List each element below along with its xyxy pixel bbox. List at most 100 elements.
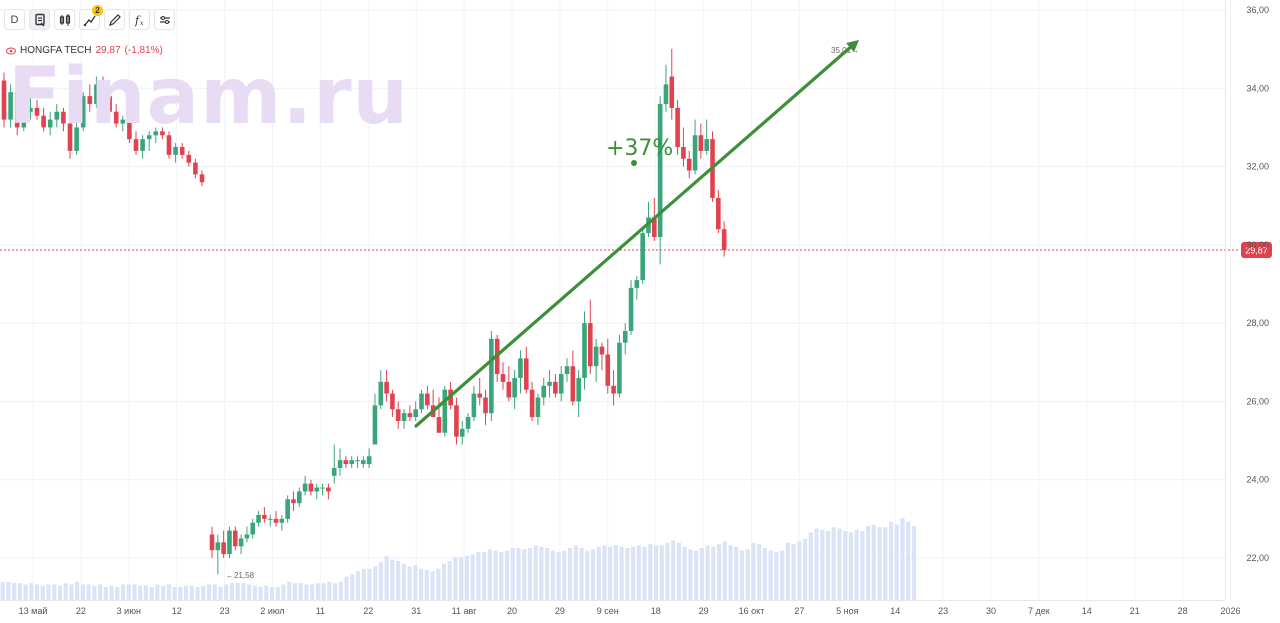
volume-bar xyxy=(6,581,11,600)
candle-body xyxy=(442,389,448,433)
volume-bar xyxy=(487,549,492,600)
volume-bar xyxy=(166,584,171,600)
candle xyxy=(628,280,634,335)
candle-body xyxy=(320,487,325,489)
x-tick-label: 11 xyxy=(316,606,325,616)
settings-button[interactable] xyxy=(154,9,175,30)
candle-body xyxy=(535,397,541,418)
volume-bar xyxy=(642,546,647,600)
candle-body xyxy=(454,405,459,437)
candle-body xyxy=(425,393,430,406)
candle-body xyxy=(588,323,593,367)
volume-bar xyxy=(539,546,544,600)
volume-bar xyxy=(585,550,590,600)
candle xyxy=(320,483,325,496)
volume-bar xyxy=(906,522,911,600)
candle xyxy=(127,111,132,144)
volume-bar xyxy=(825,531,831,600)
candle-body xyxy=(390,393,395,410)
volume-bar xyxy=(516,548,521,600)
candle-body xyxy=(87,96,93,104)
volume-bar xyxy=(138,585,143,600)
volume-bar xyxy=(602,545,607,600)
volume-bar xyxy=(682,546,687,600)
eye-icon[interactable] xyxy=(6,47,16,55)
candle-body xyxy=(558,374,564,394)
interval-button[interactable]: D xyxy=(4,9,25,30)
candles-button[interactable] xyxy=(54,9,75,30)
trend-line xyxy=(414,43,855,428)
candle-body xyxy=(326,487,331,492)
candle-body xyxy=(564,366,570,375)
candle-body xyxy=(663,84,669,104)
candle-body xyxy=(652,217,657,238)
candle xyxy=(113,103,119,128)
candle xyxy=(361,456,366,468)
x-tick-label: 14 xyxy=(890,606,900,616)
indicators-button[interactable]: 2 xyxy=(79,5,103,30)
volume-bar xyxy=(785,542,790,600)
candle-body xyxy=(273,518,279,523)
volume-bar xyxy=(820,529,825,600)
chart-type-button[interactable] xyxy=(29,9,50,30)
candle xyxy=(227,526,232,558)
volume-bar xyxy=(545,548,550,600)
volume-bar xyxy=(734,546,739,600)
candle xyxy=(160,127,165,140)
x-tick-label: 2 июл xyxy=(260,606,284,616)
candle-body xyxy=(28,107,33,112)
candle-body xyxy=(153,131,159,136)
y-tick-label: 32,00 xyxy=(1246,162,1269,172)
watermark: Finam.ru xyxy=(8,52,410,142)
volume-bar xyxy=(241,583,246,600)
volume-bar xyxy=(911,525,916,600)
y-tick-label: 30,00 xyxy=(1246,240,1269,250)
volume-bar xyxy=(814,528,819,600)
pencil-icon xyxy=(108,13,121,26)
candle xyxy=(215,534,221,575)
volume-bar xyxy=(762,548,767,600)
volume-bar xyxy=(866,525,871,600)
candle-body xyxy=(232,530,238,547)
volume-bar xyxy=(688,549,693,600)
candle-body xyxy=(582,323,587,378)
candle-body xyxy=(267,518,273,520)
candle xyxy=(523,346,529,394)
candle xyxy=(267,514,273,527)
candle xyxy=(238,534,244,555)
candle xyxy=(692,119,698,175)
candle xyxy=(140,135,145,159)
candle xyxy=(459,421,465,445)
volume-bar xyxy=(854,529,859,600)
candle xyxy=(570,350,576,406)
x-tick-label: 23 xyxy=(220,606,230,616)
candle xyxy=(634,276,640,300)
candle-body xyxy=(179,147,185,155)
candle-body xyxy=(244,534,250,539)
sliders-icon xyxy=(159,15,170,24)
candle xyxy=(74,119,79,155)
candle xyxy=(657,96,663,265)
candle-body xyxy=(140,139,145,151)
candle-body xyxy=(355,460,360,462)
x-tick-label: 22 xyxy=(363,606,373,616)
volume-bar xyxy=(556,551,561,600)
candle xyxy=(67,115,73,159)
candle-body xyxy=(47,119,53,128)
candle-body xyxy=(686,158,692,171)
candle xyxy=(250,518,256,539)
volume-bar xyxy=(149,587,154,600)
volume-bar xyxy=(287,581,292,600)
candle-body xyxy=(692,135,698,171)
last-price-label: 29,87 xyxy=(1245,245,1268,255)
candle-body xyxy=(477,393,483,398)
volume-bar xyxy=(459,557,464,600)
candle-body xyxy=(529,389,535,418)
candle xyxy=(326,483,331,500)
volume-bar xyxy=(780,550,785,600)
drawing-button[interactable] xyxy=(104,9,125,30)
x-tick-label: 29 xyxy=(699,606,709,616)
